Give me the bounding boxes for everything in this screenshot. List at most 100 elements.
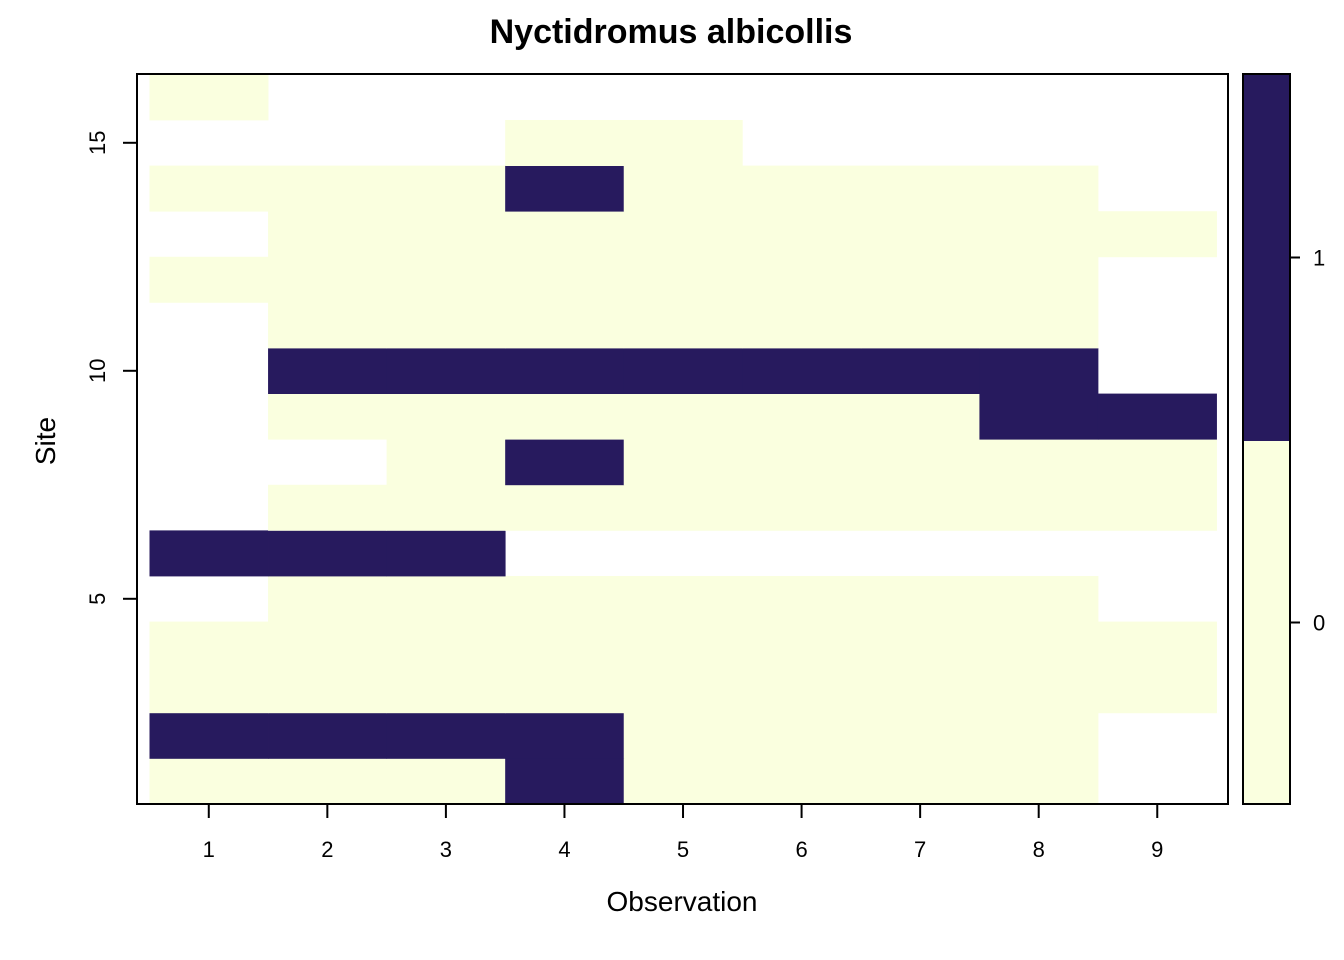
heatmap-cell — [268, 576, 388, 622]
heatmap-cell — [386, 439, 506, 486]
heatmap-cell — [623, 667, 743, 714]
heatmap-cell — [979, 165, 1099, 212]
heatmap-cell — [979, 712, 1099, 759]
heatmap-cell — [386, 256, 506, 303]
heatmap-cell — [1097, 484, 1217, 531]
heatmap-cell — [505, 165, 625, 212]
heatmap-cell — [505, 712, 625, 759]
heatmap-cell — [860, 758, 980, 805]
x-tick-label: 4 — [558, 837, 570, 862]
x-axis-label: Observation — [607, 886, 758, 917]
x-axis: 1 2 3 4 5 6 7 8 9 — [203, 804, 1163, 862]
heatmap-cell — [1097, 211, 1217, 258]
heatmap-cell — [268, 712, 388, 759]
x-tick-label: 5 — [677, 837, 689, 862]
x-tick-label: 2 — [321, 837, 333, 862]
heatmap-cell — [505, 439, 625, 486]
legend-frame — [1242, 73, 1291, 805]
heatmap-cells — [149, 74, 1217, 805]
heatmap-cell — [623, 758, 743, 805]
heatmap-cell — [623, 576, 743, 622]
heatmap-cell — [505, 302, 625, 349]
heatmap-cell — [623, 302, 743, 349]
heatmap-cell — [742, 211, 862, 258]
heatmap-cell — [149, 712, 269, 759]
heatmap-cell — [268, 165, 388, 212]
heatmap-cell — [860, 667, 980, 714]
heatmap-cell — [979, 256, 1099, 303]
heatmap-cell — [268, 530, 388, 577]
heatmap-cell — [149, 165, 269, 212]
heatmap-cell — [505, 120, 625, 166]
heatmap-cell — [386, 484, 506, 531]
heatmap-cell — [623, 712, 743, 759]
heatmap-cell — [979, 758, 1099, 805]
heatmap-cell — [505, 484, 625, 531]
heatmap-cell — [149, 530, 269, 577]
heatmap-cell — [742, 256, 862, 303]
heatmap-cell — [505, 758, 625, 805]
y-axis-label: Site — [30, 417, 61, 465]
heatmap-cell — [742, 348, 862, 394]
heatmap-cell — [386, 576, 506, 622]
heatmap-cell — [386, 165, 506, 212]
heatmap-cell — [860, 302, 980, 349]
chart-title: Nyctidromus albicollis — [490, 13, 853, 51]
heatmap-cell — [505, 256, 625, 303]
heatmap-cell — [268, 484, 388, 531]
heatmap-cell — [1097, 667, 1217, 714]
heatmap-cell — [860, 576, 980, 622]
heatmap-cell — [268, 302, 388, 349]
heatmap-cell — [386, 302, 506, 349]
heatmap-cell — [623, 621, 743, 668]
heatmap-cell — [386, 667, 506, 714]
y-tick-label: 15 — [85, 131, 110, 155]
heatmap-cell — [623, 256, 743, 303]
heatmap-cell — [860, 165, 980, 212]
heatmap-cell — [623, 120, 743, 166]
heatmap-cell — [149, 667, 269, 714]
legend-swatch-0 — [1243, 441, 1290, 804]
legend-swatch-1 — [1243, 74, 1290, 441]
heatmap-cell — [149, 74, 269, 121]
heatmap-cell — [742, 302, 862, 349]
y-tick-label: 5 — [85, 593, 110, 605]
heatmap-cell — [268, 348, 388, 394]
heatmap-cell — [742, 576, 862, 622]
heatmap-cell — [979, 393, 1099, 440]
heatmap-cell — [505, 211, 625, 258]
heatmap-cell — [860, 439, 980, 486]
legend-tick-label: 0 — [1313, 611, 1325, 636]
heatmap-cell — [860, 484, 980, 531]
heatmap-cell — [386, 530, 506, 577]
heatmap-cell — [268, 758, 388, 805]
heatmap-cell — [742, 712, 862, 759]
heatmap-cell — [149, 758, 269, 805]
heatmap-cell — [505, 393, 625, 440]
heatmap-cell — [268, 393, 388, 440]
heatmap-cell — [623, 484, 743, 531]
x-tick-label: 9 — [1151, 837, 1163, 862]
heatmap-cell — [386, 211, 506, 258]
heatmap-cell — [268, 211, 388, 258]
heatmap-cell — [1097, 393, 1217, 440]
heatmap-cell — [979, 211, 1099, 258]
heatmap-cell — [268, 667, 388, 714]
heatmap-cell — [860, 621, 980, 668]
x-tick-label: 8 — [1033, 837, 1045, 862]
x-tick-label: 7 — [914, 837, 926, 862]
heatmap-cell — [268, 621, 388, 668]
heatmap-cell — [979, 302, 1099, 349]
heatmap-cell — [979, 484, 1099, 531]
heatmap-cell — [860, 256, 980, 303]
heatmap-cell — [268, 256, 388, 303]
heatmap-cell — [742, 758, 862, 805]
heatmap-cell — [742, 667, 862, 714]
heatmap-cell — [505, 348, 625, 394]
legend-tick-label: 1 — [1313, 246, 1325, 271]
heatmap-cell — [979, 621, 1099, 668]
heatmap-cell — [979, 667, 1099, 714]
heatmap-cell — [505, 576, 625, 622]
heatmap-cell — [742, 439, 862, 486]
